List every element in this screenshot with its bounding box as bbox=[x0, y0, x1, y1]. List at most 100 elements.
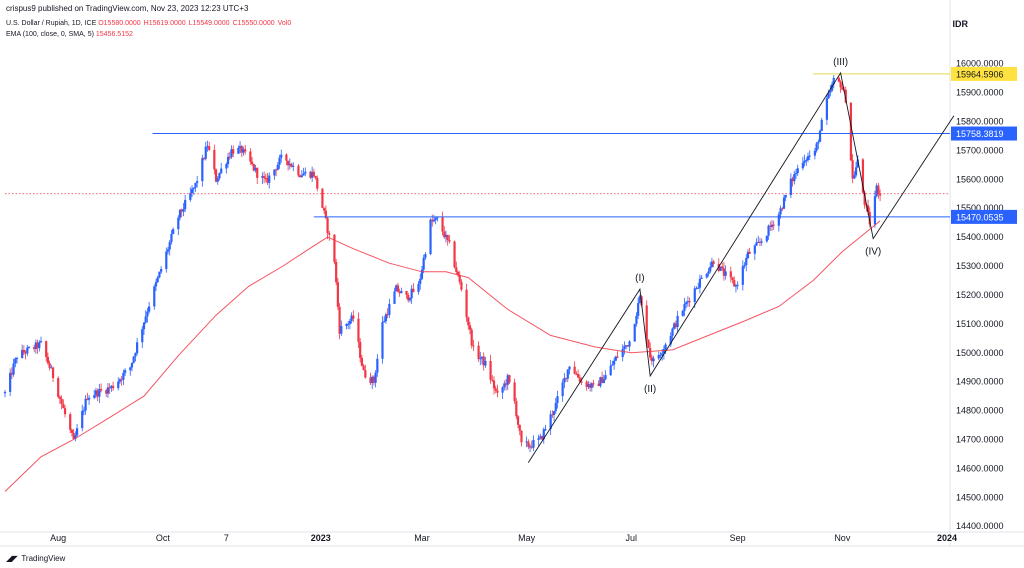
candle-body bbox=[503, 383, 506, 388]
candle-body bbox=[674, 323, 677, 328]
candle-body bbox=[849, 102, 853, 161]
tradingview-logo-icon: ◢◤ bbox=[6, 554, 18, 563]
y-tick-label: 15000.0000 bbox=[956, 348, 1004, 358]
currency-label: IDR bbox=[952, 19, 969, 29]
candle-body bbox=[467, 317, 470, 326]
candle-body bbox=[74, 435, 77, 439]
candle-body bbox=[192, 187, 195, 190]
candle-body bbox=[60, 398, 63, 404]
candle-body bbox=[256, 167, 259, 178]
candle-body bbox=[796, 168, 799, 174]
candle-body bbox=[707, 271, 710, 275]
candle-body bbox=[422, 257, 425, 270]
candle-body bbox=[877, 185, 880, 195]
candle-body bbox=[472, 345, 475, 347]
x-tick-label: 2023 bbox=[311, 533, 331, 543]
candle-body bbox=[34, 342, 37, 349]
candle-body bbox=[156, 277, 159, 283]
candle-body bbox=[604, 375, 607, 380]
candle-body bbox=[578, 377, 581, 382]
price-label-text: 15758.3819 bbox=[956, 129, 1004, 139]
candle-body bbox=[333, 234, 336, 262]
candle-body bbox=[638, 296, 641, 304]
candle-body bbox=[201, 158, 204, 182]
candle-body bbox=[381, 322, 384, 359]
candle-body bbox=[614, 356, 617, 361]
candle-body bbox=[146, 311, 149, 317]
candle-body bbox=[424, 254, 427, 258]
candle-body bbox=[122, 372, 125, 380]
candle-body bbox=[124, 370, 127, 373]
candle-body bbox=[70, 429, 74, 433]
candle-body bbox=[26, 347, 29, 354]
candle-body bbox=[244, 149, 247, 152]
candle-body bbox=[369, 377, 372, 384]
candle-body bbox=[441, 217, 444, 232]
candle-body bbox=[590, 383, 593, 388]
candle-body bbox=[208, 146, 211, 150]
candle-body bbox=[854, 167, 858, 176]
wave-label: (IV) bbox=[865, 247, 881, 258]
candle-body bbox=[374, 372, 377, 383]
candle-body bbox=[460, 281, 463, 290]
candle-body bbox=[154, 282, 158, 287]
candle-body bbox=[228, 156, 231, 158]
candle-body bbox=[683, 304, 686, 311]
candle-body bbox=[10, 372, 13, 375]
candle-body bbox=[58, 396, 62, 399]
candle-body bbox=[813, 150, 816, 156]
candle-body bbox=[698, 278, 702, 288]
price-label-box bbox=[951, 126, 1017, 141]
candle-body bbox=[563, 377, 566, 383]
candle-body bbox=[132, 356, 135, 363]
candle-body bbox=[508, 375, 511, 383]
candle-body bbox=[669, 335, 672, 345]
y-tick-label: 15300.0000 bbox=[956, 261, 1004, 271]
candle-body bbox=[142, 322, 146, 330]
candle-body bbox=[220, 168, 223, 173]
candle-body bbox=[232, 149, 235, 154]
candle-body bbox=[336, 282, 339, 307]
candle-body bbox=[405, 290, 408, 295]
ema-legend: EMA (100, close, 0, SMA, 5) 15456.5152 bbox=[6, 31, 133, 38]
candle-body bbox=[99, 388, 103, 391]
y-tick-label: 14400.0000 bbox=[956, 521, 1004, 531]
candle-body bbox=[520, 430, 523, 443]
candle-body bbox=[746, 251, 750, 258]
candle-body bbox=[371, 376, 374, 384]
candle-body bbox=[494, 388, 497, 391]
candle-body bbox=[82, 410, 86, 412]
candle-body bbox=[111, 385, 115, 389]
wave-label: (II) bbox=[644, 384, 656, 395]
candle-body bbox=[827, 92, 830, 99]
candle-body bbox=[165, 251, 168, 269]
candle-body bbox=[515, 401, 518, 417]
candle-body bbox=[357, 318, 360, 342]
candle-body bbox=[839, 81, 842, 88]
candle-body bbox=[455, 267, 458, 272]
candle-body bbox=[661, 353, 664, 355]
candle-body bbox=[837, 77, 841, 82]
candle-body bbox=[491, 379, 494, 381]
footer-brand: TradingView bbox=[21, 554, 66, 563]
candle-body bbox=[671, 328, 674, 336]
candle-body bbox=[556, 396, 559, 403]
candle-body bbox=[542, 429, 545, 440]
candle-body bbox=[444, 234, 448, 238]
x-tick-label: Jul bbox=[626, 533, 638, 543]
candle-body bbox=[311, 171, 314, 178]
y-tick-label: 14700.0000 bbox=[956, 434, 1004, 444]
candle-body bbox=[290, 163, 293, 167]
candle-body bbox=[659, 354, 662, 356]
candle-body bbox=[532, 439, 535, 448]
candle-body bbox=[202, 158, 206, 160]
y-tick-label: 14800.0000 bbox=[956, 406, 1004, 416]
candle-body bbox=[633, 323, 636, 342]
candle-body bbox=[196, 181, 199, 183]
candle-body bbox=[96, 390, 99, 397]
candle-body bbox=[359, 341, 362, 358]
candle-body bbox=[189, 193, 192, 200]
candle-body bbox=[662, 349, 665, 354]
candle-body bbox=[722, 268, 726, 276]
